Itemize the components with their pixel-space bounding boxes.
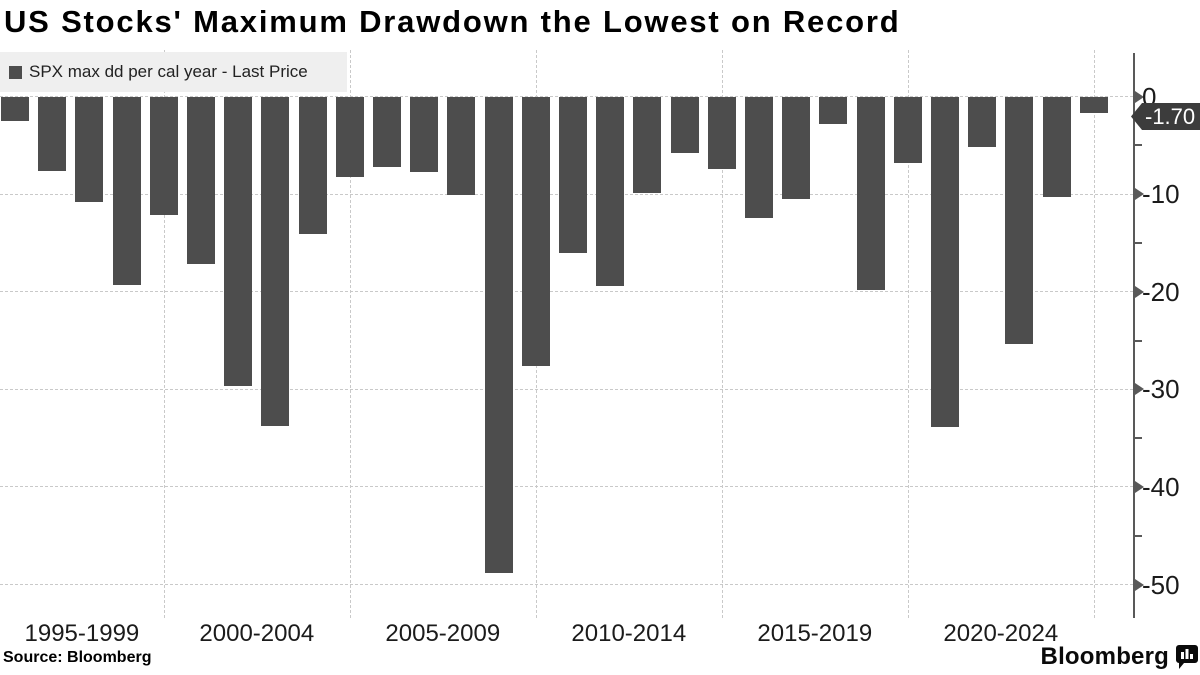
chart-title: US Stocks' Maximum Drawdown the Lowest o… xyxy=(4,4,901,39)
bar-2020 xyxy=(931,96,959,428)
y-axis-major-tick xyxy=(1134,383,1144,396)
x-axis-group-label: 2010-2014 xyxy=(571,620,687,647)
bar-1996 xyxy=(38,96,67,171)
bar-2016 xyxy=(782,96,811,199)
y-axis-minor-tick xyxy=(1134,144,1142,147)
x-axis-group-label: 2000-2004 xyxy=(199,620,315,647)
gridline-vertical xyxy=(349,50,351,618)
bar-2022 xyxy=(1005,96,1034,345)
legend-label: SPX max dd per cal year - Last Price xyxy=(29,62,308,81)
x-axis-group-label: 2015-2019 xyxy=(757,620,873,647)
gridline-vertical xyxy=(163,50,165,618)
bar-2008 xyxy=(484,96,513,573)
y-axis-major-tick xyxy=(1134,90,1144,103)
bar-2006 xyxy=(410,96,439,172)
y-axis-label: -20 xyxy=(1142,276,1180,307)
bar-2002 xyxy=(261,96,290,427)
y-axis-minor-tick xyxy=(1134,437,1142,440)
gridline-horizontal xyxy=(0,584,1133,585)
bar-2011 xyxy=(596,96,625,286)
y-axis-major-tick xyxy=(1134,578,1144,591)
gridline-horizontal xyxy=(0,486,1133,488)
bar-2015 xyxy=(745,96,773,218)
y-axis-label: -30 xyxy=(1142,374,1180,405)
bar-2004 xyxy=(335,96,364,177)
bar-2021 xyxy=(968,96,997,148)
y-axis-label: -50 xyxy=(1142,569,1180,600)
bar-2000 xyxy=(187,96,215,265)
bar-2019 xyxy=(893,96,922,163)
bar-2009 xyxy=(521,96,550,366)
source-note: Source: Bloomberg xyxy=(3,649,152,666)
bar-2007 xyxy=(447,96,476,196)
bloomberg-branding: Bloomberg xyxy=(1041,643,1198,671)
bar-2024 xyxy=(1079,96,1108,114)
bloomberg-logo-text: Bloomberg xyxy=(1040,643,1169,670)
gridline-vertical xyxy=(1093,50,1095,618)
bar-1999 xyxy=(149,96,178,215)
gridline-horizontal xyxy=(0,291,1133,293)
y-axis-minor-tick xyxy=(1134,339,1142,342)
bar-2023 xyxy=(1042,96,1071,198)
y-axis-minor-tick xyxy=(1134,534,1142,537)
bar-1998 xyxy=(112,96,141,285)
gridline-horizontal xyxy=(0,388,1133,390)
bar-2010 xyxy=(559,96,587,253)
bar-2001 xyxy=(224,96,253,387)
last-price-badge: -1.70 xyxy=(1131,103,1200,130)
bar-2012 xyxy=(633,96,662,194)
y-axis-major-tick xyxy=(1134,285,1144,298)
legend-square-icon xyxy=(9,65,22,79)
y-axis-minor-tick xyxy=(1134,241,1142,244)
bar-2014 xyxy=(707,96,736,169)
bloomberg-chart-bubble-icon xyxy=(1176,645,1198,669)
x-axis-group-label: 1995-1999 xyxy=(24,620,140,647)
bar-1995 xyxy=(1,96,29,121)
y-axis-major-tick xyxy=(1134,480,1144,493)
bar-2003 xyxy=(298,96,327,235)
y-axis-label: -10 xyxy=(1142,179,1180,210)
x-axis-group-label: 2020-2024 xyxy=(943,620,1059,647)
bar-2005 xyxy=(373,96,401,167)
bar-2017 xyxy=(819,96,848,124)
y-axis-major-tick xyxy=(1134,188,1144,201)
last-price-value: -1.70 xyxy=(1145,103,1196,129)
gridline-vertical xyxy=(721,50,723,618)
x-axis-group-label: 2005-2009 xyxy=(385,620,501,647)
legend: SPX max dd per cal year - Last Price xyxy=(0,52,347,92)
bar-2018 xyxy=(856,96,885,290)
y-axis-label: -40 xyxy=(1142,471,1180,502)
y-axis-line xyxy=(1133,53,1135,618)
bar-2013 xyxy=(670,96,699,154)
gridline-vertical xyxy=(907,50,909,618)
bar-1997 xyxy=(75,96,104,202)
